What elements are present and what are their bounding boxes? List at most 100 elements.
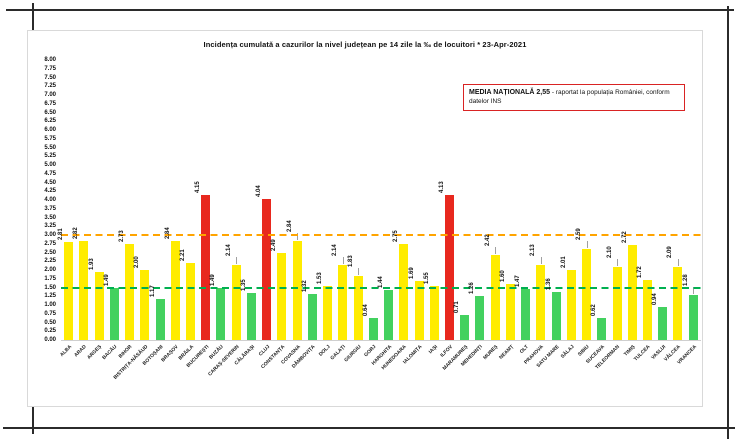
bar-group: 4.15 BUCUREȘTI <box>185 60 213 369</box>
y-axis-tick-label: 7.00 <box>44 92 56 98</box>
bar-value-label: 1.47 <box>515 274 522 287</box>
bar-group: 2.00 BISTRIȚA-NĂSĂUD <box>112 60 152 381</box>
bar-value-label: 1.69 <box>408 267 415 279</box>
bar-group: 0.94 VASLUI <box>650 60 670 361</box>
bar-group: 4.04 CLUJ <box>256 60 274 357</box>
label-leader-line <box>297 232 299 240</box>
bar-value-label: 1.28 <box>682 274 689 287</box>
bar-group: 1.47 OLT <box>515 60 533 355</box>
y-axis-tick-label: 2.50 <box>44 249 56 256</box>
bar <box>155 299 165 340</box>
label-leader-line <box>236 257 238 265</box>
bar <box>475 295 485 340</box>
bar <box>277 252 287 340</box>
bar-category-label: BACĂU <box>101 344 119 362</box>
bar-group: 1.36 SATU MARE <box>535 60 564 369</box>
bar-group: 1.53 DOLJ <box>317 60 335 358</box>
chart-title: Incidența cumulată a cazurilor la nivel … <box>203 40 527 49</box>
y-axis-tick-label: 1.75 <box>44 275 56 282</box>
bar-value-label: 2.42 <box>484 234 491 247</box>
bar-value-label: 2.14 <box>332 244 339 257</box>
bar-value-label: 1.72 <box>637 266 644 278</box>
bar-group: 2.75 HUNEDOARA <box>381 60 411 371</box>
bar-group: 1.49 BACĂU <box>102 60 122 361</box>
bar <box>201 194 211 340</box>
bar <box>307 293 317 340</box>
bar-category-label: SĂLAJ <box>559 344 576 360</box>
bar-value-label: 2.49 <box>271 239 278 251</box>
y-axis-tick-label: 5.75 <box>44 135 56 142</box>
bar-group: 2.09 VÂLCEA <box>663 60 685 363</box>
bar-category-label: OLT <box>518 344 530 356</box>
y-axis-tick-label: 7.25 <box>44 83 56 90</box>
bar-value-label: 1.32 <box>301 280 308 292</box>
bar-group: 2.21 BRĂILA <box>177 60 198 362</box>
bar <box>658 307 668 340</box>
y-axis-tick-label: 4.75 <box>44 170 56 177</box>
bar <box>490 255 500 340</box>
bar <box>612 266 622 340</box>
bar-group: 1.32 DÂMBOVIȚA <box>291 60 320 370</box>
bar-value-label: 2.13 <box>530 244 537 257</box>
y-axis-tick-label: 7.50 <box>44 74 56 81</box>
bar-value-label: 2.01 <box>560 255 567 268</box>
bar-category-label: ALBA <box>58 344 73 359</box>
y-axis-tick-label: 1.50 <box>44 284 56 291</box>
bar <box>444 195 454 340</box>
bar <box>353 275 363 340</box>
table-border-top <box>6 9 734 11</box>
national-average-legend-box: MEDIA NAȚIONALĂ 2,55 - raportat la popul… <box>463 84 685 111</box>
y-axis-tick-label: 6.25 <box>44 118 56 125</box>
bar <box>170 240 180 340</box>
bar <box>231 265 241 340</box>
bar-value-label: 4.15 <box>195 181 202 193</box>
y-axis-tick-label: 2.00 <box>44 267 56 273</box>
bar <box>643 279 653 340</box>
bar-group: 1.83 GIURGIU <box>343 60 365 363</box>
bar <box>551 292 561 340</box>
y-axis-tick-label: 6.00 <box>44 127 56 133</box>
label-leader-line <box>693 287 695 295</box>
bar-value-label: 0.71 <box>454 301 461 314</box>
label-leader-line <box>342 257 344 265</box>
bar-group: 1.69 IALOMIȚA <box>402 60 426 365</box>
bar-value-label: 0.62 <box>591 304 598 317</box>
bar-group: 0.62 SUCEAVA <box>585 60 609 365</box>
bar-value-label: 2.75 <box>393 230 400 242</box>
y-axis-tick-label: 2.25 <box>44 258 56 265</box>
bar-value-label: 2.72 <box>621 231 628 243</box>
y-axis-tick-label: 7.75 <box>44 65 56 72</box>
bar-group: 1.60 NEAMȚ <box>498 60 518 361</box>
y-axis-tick-label: 4.50 <box>44 179 56 186</box>
bar <box>384 289 394 340</box>
bar-group: 2.49 CONSTANȚA <box>260 60 289 370</box>
y-axis-tick-label: 3.00 <box>44 232 56 238</box>
bar-category-label: NEAMȚ <box>497 344 515 361</box>
bar-category-label: IAȘI <box>427 344 439 356</box>
bar <box>429 285 439 340</box>
bar <box>566 269 576 340</box>
legend-national-average-label: MEDIA NAȚIONALĂ 2,55 <box>469 89 551 96</box>
bar-group: 2.81 ALBA <box>58 60 76 358</box>
bar-value-label: 2.14 <box>225 244 232 257</box>
bar-group: 2.14 GALAȚI <box>330 60 350 361</box>
y-axis-tick-label: 6.75 <box>44 100 56 107</box>
bar-value-label: 1.49 <box>103 274 110 286</box>
bar-group: 1.72 TULCEA <box>633 60 655 363</box>
bar-value-label: 2.00 <box>134 256 141 268</box>
bar-group: 4.13 ILFOV <box>439 60 457 359</box>
label-leader-line <box>495 247 497 255</box>
y-axis-tick-label: 6.50 <box>44 109 56 116</box>
y-axis-tick-label: 1.25 <box>44 293 56 300</box>
y-axis-tick-label: 1.00 <box>44 302 56 308</box>
bar-value-label: 2.09 <box>667 246 674 258</box>
bar-group: 2.01 SĂLAJ <box>560 60 579 360</box>
y-axis-tick-label: 3.50 <box>44 214 56 221</box>
bar-value-label: 1.36 <box>545 278 552 291</box>
bar <box>521 288 531 340</box>
bar <box>64 241 74 340</box>
bar <box>262 198 272 340</box>
bar <box>185 262 195 340</box>
y-axis-tick-label: 5.00 <box>44 162 56 168</box>
